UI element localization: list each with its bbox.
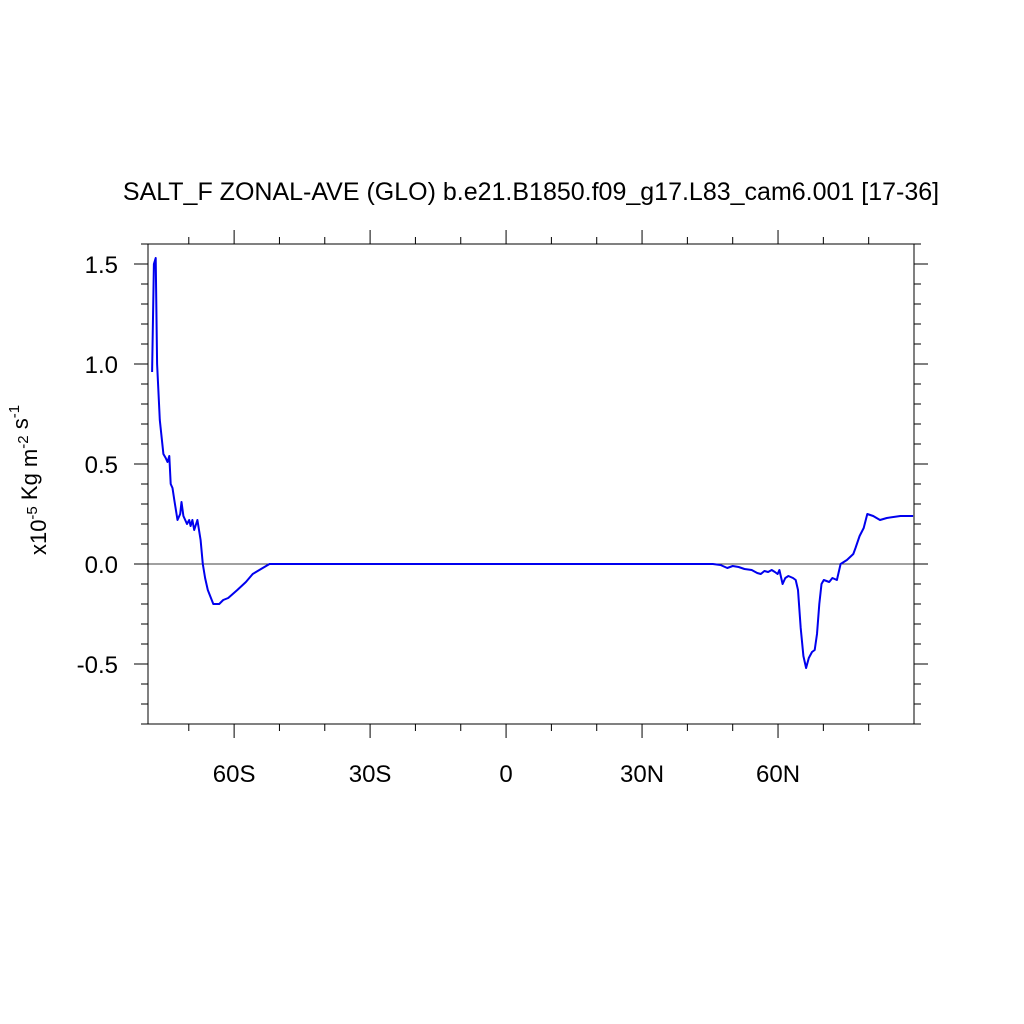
x-tick-labels: 60S 30S 0 30N 60N	[213, 761, 800, 788]
x-tick-label: 60S	[213, 761, 256, 788]
y-tick-label: 1.5	[85, 252, 118, 279]
series-line	[151, 257, 914, 669]
y-axis-label-text: Kg m	[17, 449, 42, 506]
minor-ticks	[141, 237, 921, 731]
y-axis-label-text: x10	[26, 520, 51, 555]
y-axis-label-text: s	[8, 418, 33, 435]
chart-title: SALT_F ZONAL-AVE (GLO) b.e21.B1850.f09_g…	[122, 178, 940, 206]
plot-frame	[147, 243, 915, 725]
y-tick-label: 0.0	[85, 552, 118, 579]
y-tick-label: -0.5	[77, 652, 118, 679]
x-tick-label: 30S	[349, 761, 392, 788]
x-tick-label: 30N	[620, 761, 664, 788]
y-axis-label-exponent: -1	[6, 405, 23, 418]
x-tick-label: 0	[499, 761, 512, 788]
y-tick-label: 0.5	[85, 452, 118, 479]
y-axis-label-exponent: -2	[15, 435, 32, 448]
y-axis-label-exponent: -5	[24, 506, 41, 519]
y-axis-label: x10-5 Kg m-2 s-1	[6, 405, 51, 555]
y-tick-label: 1.0	[85, 352, 118, 379]
major-ticks	[134, 230, 928, 738]
y-tick-labels: 1.5 1.0 0.5 0.0 -0.5	[77, 252, 118, 679]
x-tick-label: 60N	[756, 761, 800, 788]
